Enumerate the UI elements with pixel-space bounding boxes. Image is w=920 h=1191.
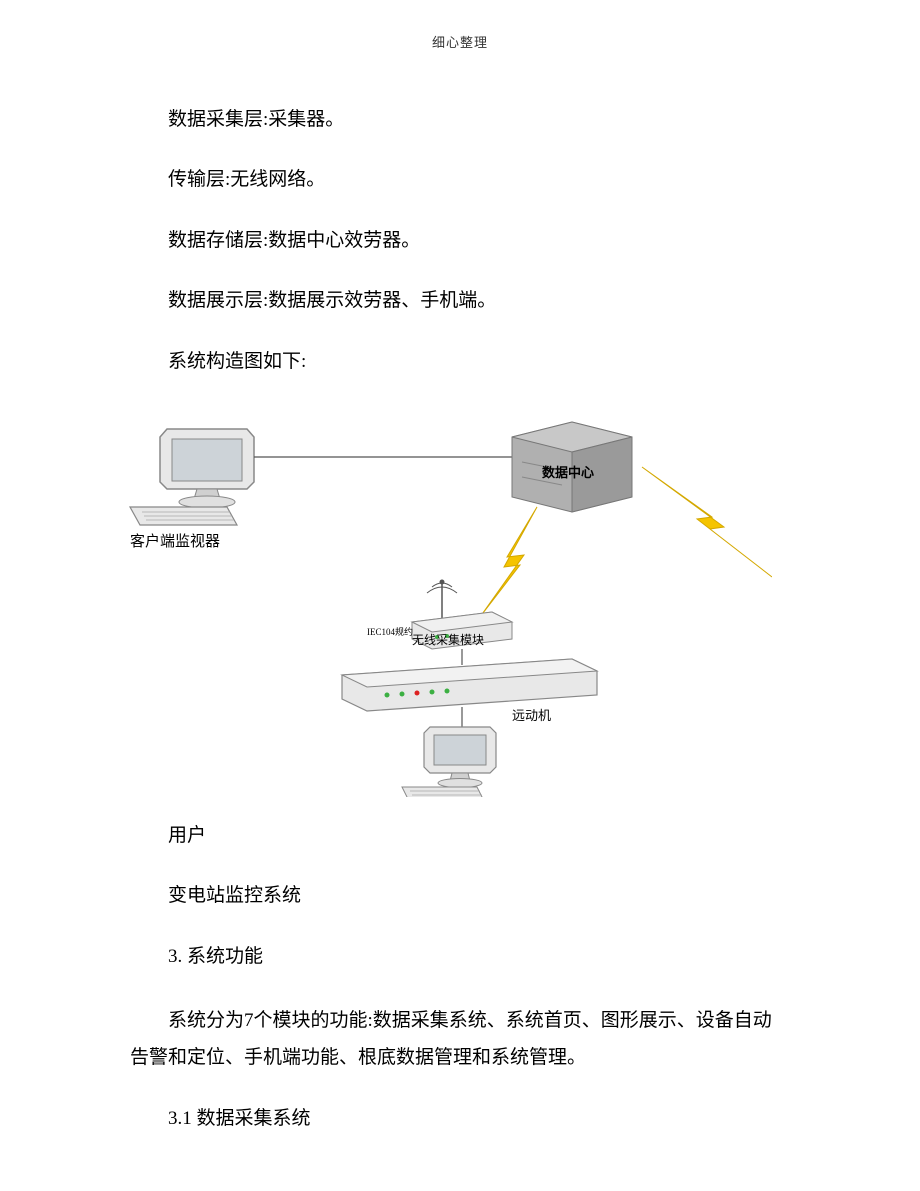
para-display-layer: 数据展示层:数据展示效劳器、手机端。	[130, 286, 790, 316]
para-transport-layer: 传输层:无线网络。	[130, 165, 790, 195]
label-rtu: 远动机	[512, 705, 551, 724]
label-data-center: 数据中心	[542, 462, 594, 481]
rtu-rack-icon	[342, 659, 597, 711]
client-monitor-icon	[130, 429, 254, 525]
page-header: 细心整理	[0, 32, 920, 51]
bottom-computer-icon	[402, 727, 496, 797]
lightning-right-icon	[642, 467, 772, 577]
para-storage-layer: 数据存储层:数据中心效劳器。	[130, 226, 790, 256]
lightning-left-icon	[480, 507, 537, 617]
para-system-name: 变电站监控系统	[130, 881, 790, 911]
header-title: 细心整理	[432, 35, 488, 50]
system-architecture-diagram: 客户端监视器 数据中心 IEC104规约 无线采集模块 远动机	[112, 407, 772, 797]
para-user: 用户	[130, 821, 790, 851]
para-system-modules: 系统分为7个模块的功能:数据采集系统、系统首页、图形展示、设备自动告警和定位、手…	[130, 1002, 790, 1076]
document-content: 数据采集层:采集器。 传输层:无线网络。 数据存储层:数据中心效劳器。 数据展示…	[130, 105, 790, 1165]
heading-3-system-functions: 3. 系统功能	[130, 942, 790, 972]
heading-3-1-data-collection: 3.1 数据采集系统	[130, 1104, 790, 1134]
para-data-collection-layer: 数据采集层:采集器。	[130, 105, 790, 135]
label-wireless-module: 无线采集模块	[412, 631, 484, 648]
label-client-monitor: 客户端监视器	[130, 530, 220, 551]
diagram-svg	[112, 407, 772, 797]
para-diagram-intro: 系统构造图如下:	[130, 347, 790, 377]
label-iec104: IEC104规约	[367, 625, 413, 638]
